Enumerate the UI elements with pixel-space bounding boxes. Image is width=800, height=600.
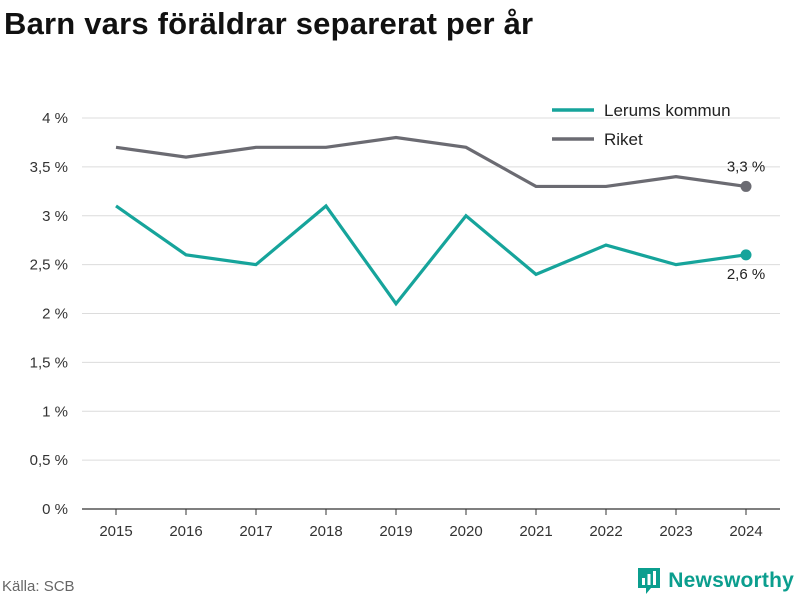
x-tick-label: 2016 [169, 523, 202, 540]
source-label: Källa: SCB [2, 578, 75, 595]
chart-title: Barn vars föräldrar separerat per år [4, 6, 534, 41]
brand-logo[interactable]: Newsworthy [636, 566, 794, 596]
newsworthy-logo-icon [638, 568, 661, 594]
x-tick-label: 2023 [659, 523, 692, 540]
y-tick-label: 2,5 % [30, 257, 68, 274]
y-tick-label: 3,5 % [30, 159, 68, 176]
legend-label: Riket [604, 130, 643, 149]
y-tick-label: 1 % [42, 403, 68, 420]
end-value-label: 2,6 % [727, 266, 765, 283]
series-group: 3,3 % 2,6 % [115, 135, 765, 307]
x-tick-label: 2024 [729, 523, 762, 540]
x-tick-label: 2022 [589, 523, 622, 540]
y-tick-label: 3 % [42, 208, 68, 225]
legend[interactable]: Lerums kommun Riket [552, 101, 731, 149]
x-axis: 2015 2016 2017 2018 2019 2020 2021 2022 2023 2024 [82, 508, 780, 540]
y-tick-label: 1,5 % [30, 354, 68, 371]
y-tick-label: 4 % [42, 110, 68, 127]
end-value-label: 3,3 % [727, 158, 765, 175]
end-point-lerum [740, 249, 752, 261]
series-line-lerum [115, 203, 747, 307]
x-tick-label: 2018 [309, 523, 342, 540]
grid-lines [82, 117, 780, 461]
y-tick-label: 0,5 % [30, 452, 68, 469]
x-tick-label: 2017 [239, 523, 272, 540]
x-tick-label: 2015 [99, 523, 132, 540]
x-tick-label: 2019 [379, 523, 412, 540]
y-axis: 0 % 0,5 % 1 % 1,5 % 2 % 2,5 % 3 % 3,5 % 4 % [30, 110, 68, 518]
legend-label: Lerums kommun [604, 101, 731, 120]
y-tick-label: 2 % [42, 306, 68, 323]
x-tick-label: 2020 [449, 523, 482, 540]
x-tick-label: 2021 [519, 523, 552, 540]
brand-name: Newsworthy [668, 569, 794, 592]
series-line-riket [115, 135, 747, 189]
end-point-riket [740, 180, 752, 192]
y-tick-label: 0 % [42, 501, 68, 518]
